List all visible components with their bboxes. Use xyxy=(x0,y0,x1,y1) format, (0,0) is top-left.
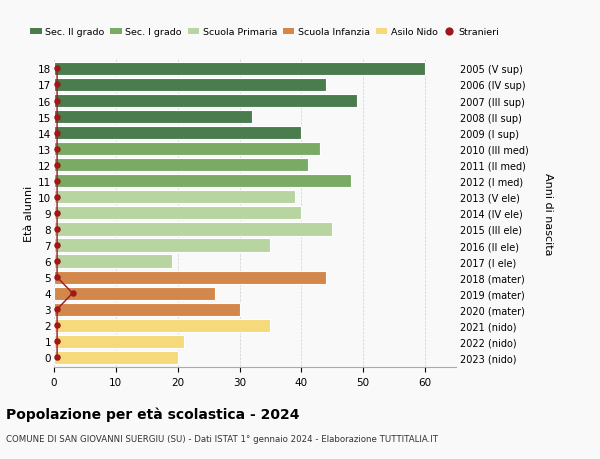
Point xyxy=(52,338,62,345)
Bar xyxy=(54,111,252,124)
Point xyxy=(52,194,62,201)
Point xyxy=(52,274,62,281)
Bar xyxy=(54,95,357,108)
Point xyxy=(52,98,62,105)
Bar xyxy=(54,255,172,268)
Point xyxy=(52,146,62,153)
Bar xyxy=(54,79,326,92)
Point xyxy=(52,226,62,233)
Text: Popolazione per età scolastica - 2024: Popolazione per età scolastica - 2024 xyxy=(6,406,299,421)
Bar xyxy=(54,287,215,300)
Bar xyxy=(54,63,425,76)
Point xyxy=(52,178,62,185)
Bar xyxy=(54,207,301,220)
Point xyxy=(52,114,62,121)
Bar xyxy=(54,351,178,364)
Point xyxy=(52,210,62,217)
Bar xyxy=(54,335,184,348)
Bar xyxy=(54,223,332,236)
Bar xyxy=(54,175,351,188)
Bar xyxy=(54,239,271,252)
Point xyxy=(52,242,62,249)
Bar xyxy=(54,143,320,156)
Y-axis label: Età alunni: Età alunni xyxy=(24,185,34,241)
Point xyxy=(52,322,62,329)
Bar xyxy=(54,191,295,204)
Bar xyxy=(54,319,271,332)
Bar xyxy=(54,271,326,284)
Text: COMUNE DI SAN GIOVANNI SUERGIU (SU) - Dati ISTAT 1° gennaio 2024 - Elaborazione : COMUNE DI SAN GIOVANNI SUERGIU (SU) - Da… xyxy=(6,434,438,443)
Point xyxy=(52,306,62,313)
Y-axis label: Anni di nascita: Anni di nascita xyxy=(543,172,553,255)
Point xyxy=(52,258,62,265)
Point xyxy=(52,354,62,361)
Bar xyxy=(54,159,308,172)
Point xyxy=(52,82,62,89)
Point xyxy=(68,290,77,297)
Point xyxy=(52,130,62,137)
Bar xyxy=(54,127,301,140)
Point xyxy=(52,66,62,73)
Point xyxy=(52,162,62,169)
Legend: Sec. II grado, Sec. I grado, Scuola Primaria, Scuola Infanzia, Asilo Nido, Stran: Sec. II grado, Sec. I grado, Scuola Prim… xyxy=(26,24,503,41)
Bar xyxy=(54,303,239,316)
